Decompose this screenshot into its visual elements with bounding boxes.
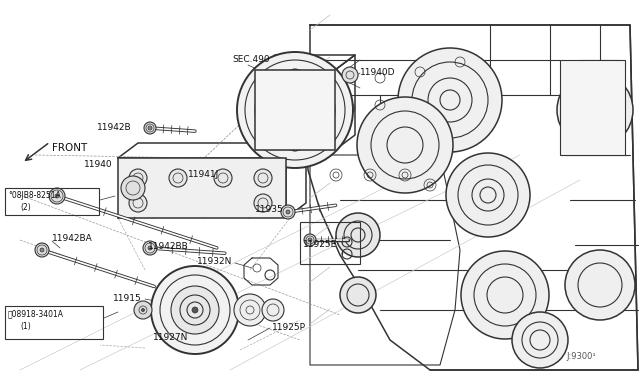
Circle shape bbox=[254, 194, 272, 212]
Text: 11940: 11940 bbox=[84, 160, 113, 169]
Circle shape bbox=[357, 97, 453, 193]
Circle shape bbox=[55, 194, 59, 198]
Circle shape bbox=[446, 153, 530, 237]
Circle shape bbox=[267, 82, 323, 138]
Text: FRONT: FRONT bbox=[52, 143, 87, 153]
Circle shape bbox=[308, 238, 312, 242]
Circle shape bbox=[512, 312, 568, 368]
Circle shape bbox=[336, 213, 380, 257]
Circle shape bbox=[281, 205, 295, 219]
Bar bbox=[118, 158, 286, 218]
Circle shape bbox=[262, 299, 284, 321]
Circle shape bbox=[171, 286, 219, 334]
Circle shape bbox=[129, 169, 147, 187]
Text: 11915: 11915 bbox=[113, 294, 141, 303]
Text: ⓝ08918-3401A: ⓝ08918-3401A bbox=[8, 309, 64, 318]
Circle shape bbox=[286, 210, 290, 214]
Text: 11925P: 11925P bbox=[272, 323, 306, 332]
Circle shape bbox=[254, 169, 272, 187]
Text: 11942B: 11942B bbox=[97, 123, 132, 132]
Circle shape bbox=[565, 250, 635, 320]
Circle shape bbox=[192, 307, 198, 313]
Text: 11925E: 11925E bbox=[303, 240, 337, 249]
Bar bbox=[300, 222, 360, 264]
Circle shape bbox=[169, 169, 187, 187]
Text: 11935: 11935 bbox=[255, 205, 284, 214]
Circle shape bbox=[234, 294, 266, 326]
Circle shape bbox=[134, 301, 152, 319]
Circle shape bbox=[40, 248, 44, 252]
Bar bbox=[5, 306, 103, 339]
Bar bbox=[255, 70, 335, 150]
Circle shape bbox=[143, 241, 157, 255]
Circle shape bbox=[461, 251, 549, 339]
Circle shape bbox=[398, 48, 502, 152]
Circle shape bbox=[35, 243, 49, 257]
Text: SEC.490: SEC.490 bbox=[232, 55, 269, 64]
Circle shape bbox=[49, 188, 65, 204]
Circle shape bbox=[557, 72, 633, 148]
Text: 11942BA: 11942BA bbox=[52, 234, 93, 243]
Text: (1): (1) bbox=[20, 322, 31, 331]
Circle shape bbox=[304, 234, 316, 246]
Circle shape bbox=[141, 308, 145, 311]
Text: 11942BB: 11942BB bbox=[148, 242, 189, 251]
Circle shape bbox=[151, 266, 239, 354]
Text: °08JB8-8251A: °08JB8-8251A bbox=[8, 191, 61, 200]
Circle shape bbox=[342, 67, 358, 83]
Circle shape bbox=[121, 176, 145, 200]
Text: 11941J: 11941J bbox=[188, 170, 220, 179]
Circle shape bbox=[340, 277, 376, 313]
Bar bbox=[5, 188, 99, 215]
Text: 11940D: 11940D bbox=[360, 68, 396, 77]
Text: 11927N: 11927N bbox=[153, 333, 188, 342]
Circle shape bbox=[214, 169, 232, 187]
Circle shape bbox=[148, 246, 152, 250]
Text: J:9300¹: J:9300¹ bbox=[566, 352, 596, 361]
Bar bbox=[560, 60, 625, 155]
Text: (2): (2) bbox=[20, 203, 31, 212]
Circle shape bbox=[237, 52, 353, 168]
Circle shape bbox=[129, 194, 147, 212]
Circle shape bbox=[148, 126, 152, 130]
Circle shape bbox=[144, 122, 156, 134]
Text: 11932N: 11932N bbox=[197, 257, 232, 266]
